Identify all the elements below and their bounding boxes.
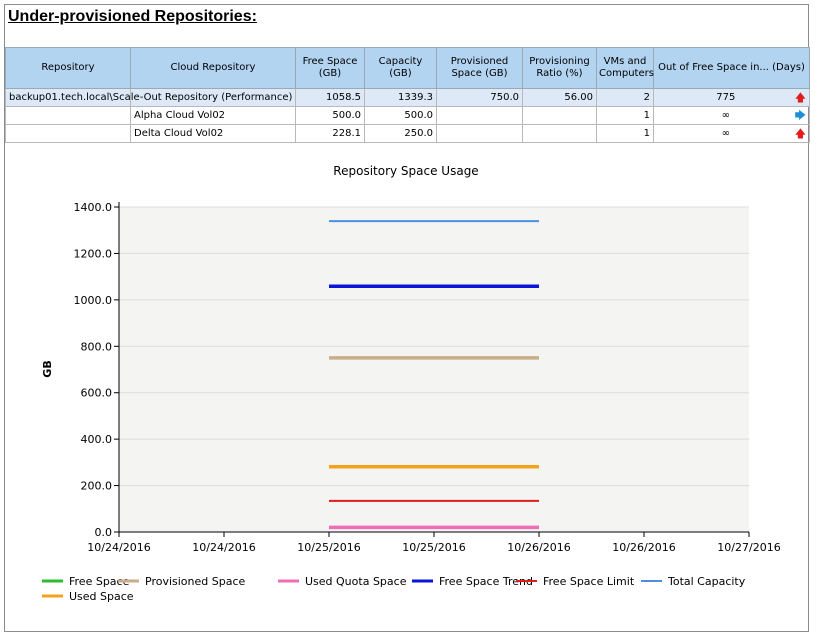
legend-label-used-space: Used Space: [69, 590, 134, 603]
provisioned-space-cell: [436, 124, 523, 143]
repository-cell: [5, 124, 131, 143]
y-tick-label: 0.0: [95, 526, 113, 539]
days-cell: ∞ 🡅: [653, 124, 810, 143]
chart-title: Repository Space Usage: [333, 164, 478, 178]
col-header-provisioned-space[interactable]: Provisioned Space (GB): [436, 47, 523, 89]
y-tick-label: 1200.0: [74, 247, 113, 260]
free-space-cell: 1058.5: [295, 88, 365, 107]
repository-cell: [5, 106, 131, 125]
vms-cell: 1: [596, 106, 654, 125]
y-axis-label: GB: [41, 360, 54, 377]
provisioning-ratio-cell: [522, 106, 597, 125]
repository-space-usage-chart: Repository Space Usage 0.0 200.0 400.0 600.…: [41, 164, 781, 603]
y-tick-label: 1000.0: [74, 294, 113, 307]
up-arrow-icon: 🡅: [794, 126, 806, 140]
table-row: Delta Cloud Vol02 228.1 250.0 1 ∞ 🡅: [5, 124, 810, 143]
legend-label-free-space-trend: Free Space Trend: [439, 575, 533, 588]
free-space-cell: 228.1: [295, 124, 365, 143]
provisioned-space-cell: 750.0: [436, 88, 523, 107]
repositories-table: Repository Cloud Repository Free Space (…: [5, 47, 810, 143]
provisioned-space-cell: [436, 106, 523, 125]
legend-label-free-space-limit: Free Space Limit: [543, 575, 635, 588]
y-tick-label: 600.0: [81, 387, 113, 400]
col-header-out-of-free-space[interactable]: Out of Free Space in... (Days): [653, 47, 810, 89]
col-header-free-space[interactable]: Free Space (GB): [295, 47, 365, 89]
capacity-cell: 500.0: [364, 106, 437, 125]
col-header-provisioning-ratio[interactable]: Provisioning Ratio (%): [522, 47, 597, 89]
col-header-repository[interactable]: Repository: [5, 47, 131, 89]
col-header-capacity[interactable]: Capacity (GB): [364, 47, 437, 89]
x-tick-label: 10/24/2016: [87, 541, 150, 554]
days-value: ∞: [721, 127, 731, 139]
legend-label-used-quota-space: Used Quota Space: [305, 575, 407, 588]
x-tick-label: 10/27/2016: [717, 541, 780, 554]
legend-label-total-capacity: Total Capacity: [667, 575, 746, 588]
x-tick-label: 10/25/2016: [402, 541, 465, 554]
y-tick-label: 800.0: [81, 340, 113, 353]
repository-cell: backup01.tech.local\Scale-Out Repository…: [5, 88, 292, 107]
right-arrow-icon: 🡆: [794, 108, 806, 122]
y-tick-label: 1400.0: [74, 201, 113, 214]
report-frame: [4, 4, 809, 632]
table-row: backup01.tech.local\Scale-Out Repository…: [5, 88, 810, 107]
col-header-vms-and-computers[interactable]: VMs and Computers: [596, 47, 654, 89]
legend-label-free-space: Free Space: [69, 575, 130, 588]
vms-cell: 2: [596, 88, 654, 107]
cloud-repository-cell: Delta Cloud Vol02: [130, 124, 296, 143]
days-value: 775: [716, 91, 736, 103]
table-header-row: Repository Cloud Repository Free Space (…: [5, 47, 810, 89]
free-space-cell: 500.0: [295, 106, 365, 125]
x-tick-label: 10/26/2016: [507, 541, 570, 554]
col-header-cloud-repository[interactable]: Cloud Repository: [130, 47, 296, 89]
provisioning-ratio-cell: [522, 124, 597, 143]
days-value: ∞: [721, 109, 730, 121]
legend-label-provisioned-space: Provisioned Space: [145, 575, 246, 588]
up-arrow-icon: 🡅: [794, 90, 806, 104]
capacity-cell: 250.0: [364, 124, 437, 143]
cloud-repository-cell: [130, 88, 296, 107]
cloud-repository-cell: Alpha Cloud Vol02: [130, 106, 296, 125]
y-tick-label: 200.0: [81, 480, 113, 493]
days-cell: 775 🡅: [653, 88, 810, 107]
x-tick-label: 10/26/2016: [612, 541, 675, 554]
plot-area: [119, 207, 749, 532]
vms-cell: 1: [596, 124, 654, 143]
y-tick-label: 400.0: [81, 433, 113, 446]
days-cell: ∞ 🡆: [653, 106, 810, 125]
table-row: Alpha Cloud Vol02 500.0 500.0 1 ∞ 🡆: [5, 106, 810, 125]
section-title: Under-provisioned Repositories:: [8, 8, 257, 25]
x-tick-label: 10/25/2016: [297, 541, 360, 554]
capacity-cell: 1339.3: [364, 88, 437, 107]
x-tick-label: 10/24/2016: [192, 541, 255, 554]
provisioning-ratio-cell: 56.00: [522, 88, 597, 107]
